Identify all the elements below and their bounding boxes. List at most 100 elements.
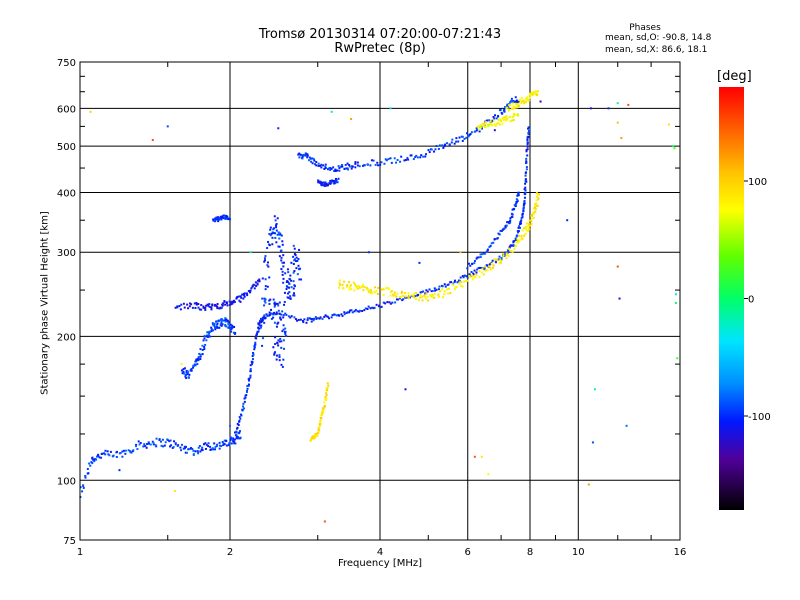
data-point xyxy=(223,319,226,322)
data-point xyxy=(218,326,221,329)
data-point xyxy=(322,410,325,413)
data-point xyxy=(86,467,89,470)
data-point xyxy=(460,284,463,287)
data-point xyxy=(379,163,382,166)
data-point xyxy=(455,137,458,140)
data-point xyxy=(241,293,244,296)
data-point xyxy=(453,281,456,284)
data-point xyxy=(404,158,407,161)
data-point xyxy=(512,102,515,105)
data-point xyxy=(203,334,206,337)
data-point xyxy=(194,364,197,367)
data-point xyxy=(425,292,428,295)
data-point xyxy=(154,444,157,447)
data-point xyxy=(505,257,508,260)
data-point xyxy=(412,294,415,297)
data-point xyxy=(161,438,164,441)
data-point xyxy=(238,416,241,419)
data-point xyxy=(200,304,203,307)
data-point xyxy=(228,300,231,303)
data-point xyxy=(478,130,481,133)
data-point xyxy=(616,121,619,124)
phases-heading: Phases xyxy=(629,23,661,33)
data-point xyxy=(459,251,462,254)
data-point xyxy=(145,446,148,449)
data-point xyxy=(138,443,141,446)
data-point xyxy=(229,301,232,304)
data-point xyxy=(479,256,482,259)
data-point xyxy=(362,289,365,292)
data-points xyxy=(79,90,679,523)
data-point xyxy=(484,126,487,129)
data-point xyxy=(350,287,353,290)
data-point xyxy=(191,448,194,451)
data-point xyxy=(228,324,231,327)
data-point xyxy=(517,191,520,194)
data-point xyxy=(319,180,322,183)
data-point xyxy=(215,444,218,447)
data-point xyxy=(516,229,519,232)
data-point xyxy=(276,342,279,345)
data-point xyxy=(346,284,349,287)
data-point xyxy=(221,216,224,219)
data-point xyxy=(271,236,274,239)
data-point xyxy=(489,122,492,125)
data-point xyxy=(520,102,523,105)
data-point xyxy=(279,233,282,236)
data-point xyxy=(273,352,276,355)
data-point xyxy=(524,192,527,195)
data-point xyxy=(343,280,346,283)
data-point xyxy=(315,317,318,320)
data-point xyxy=(343,311,346,314)
data-point xyxy=(367,251,370,254)
data-point xyxy=(196,450,199,453)
data-point xyxy=(456,281,459,284)
data-point xyxy=(382,288,385,291)
data-point xyxy=(277,309,280,312)
data-point xyxy=(295,267,298,270)
data-point xyxy=(530,91,533,94)
y-tick-label: 300 xyxy=(57,248,76,259)
data-point xyxy=(483,125,486,128)
data-point xyxy=(274,219,277,222)
data-point xyxy=(523,202,526,205)
data-point xyxy=(284,332,287,335)
data-point xyxy=(222,302,225,305)
data-point xyxy=(527,129,530,132)
data-point xyxy=(350,309,353,312)
data-point xyxy=(121,450,124,453)
data-point xyxy=(486,119,489,122)
data-point xyxy=(155,445,158,448)
data-point xyxy=(109,450,112,453)
data-point xyxy=(367,290,370,293)
x-tick-label: 6 xyxy=(465,547,471,558)
data-point xyxy=(530,217,533,220)
data-point xyxy=(415,297,418,300)
data-point xyxy=(363,309,366,312)
data-point xyxy=(515,244,518,247)
data-point xyxy=(216,322,219,325)
data-point xyxy=(329,168,332,171)
data-point xyxy=(220,306,223,309)
data-point xyxy=(316,433,319,436)
data-point xyxy=(276,322,279,325)
data-point xyxy=(496,237,499,240)
data-point xyxy=(400,155,403,158)
data-point xyxy=(410,154,413,157)
data-point xyxy=(317,162,320,165)
data-point xyxy=(431,289,434,292)
data-point xyxy=(136,448,139,451)
data-point xyxy=(215,323,218,326)
data-point xyxy=(407,296,410,299)
data-point xyxy=(198,444,201,447)
data-point xyxy=(270,317,273,320)
data-point xyxy=(237,295,240,298)
data-point xyxy=(674,301,677,304)
data-point xyxy=(179,446,182,449)
data-point xyxy=(487,125,490,128)
data-point xyxy=(261,344,264,347)
data-point xyxy=(312,437,315,440)
data-point xyxy=(327,183,330,186)
data-point xyxy=(404,296,407,299)
data-point xyxy=(461,285,464,288)
